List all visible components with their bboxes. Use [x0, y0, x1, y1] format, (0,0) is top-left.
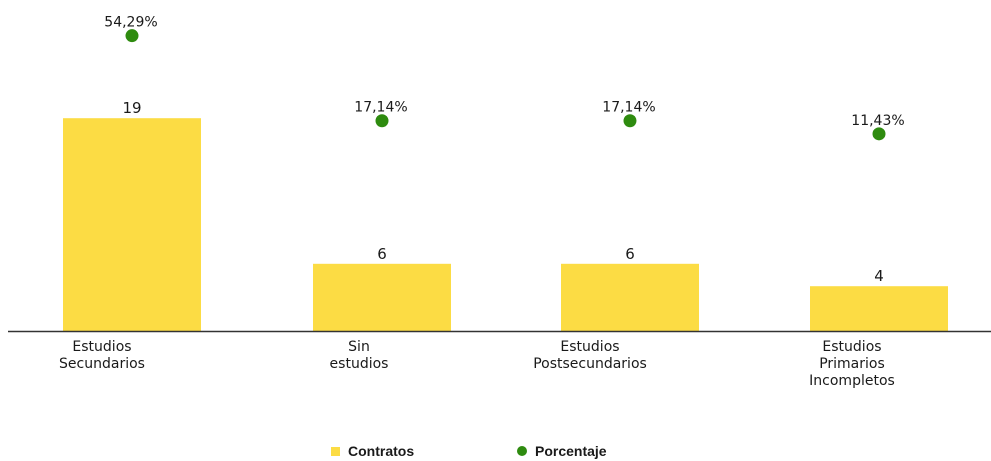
legend-label-porcentaje: Porcentaje	[535, 443, 607, 459]
legend-item-contratos: Contratos	[331, 443, 414, 459]
bar-value-label-2: 6	[625, 245, 635, 263]
legend: Contratos Porcentaje	[0, 441, 991, 461]
point-porcentaje-3	[872, 127, 886, 141]
point-value-label-1: 17,14%	[354, 100, 407, 116]
point-porcentaje-1	[375, 114, 389, 128]
point-porcentaje-0	[125, 29, 139, 43]
point-value-label-2: 17,14%	[602, 100, 655, 116]
legend-swatch-contratos	[331, 446, 340, 456]
point-porcentaje-2	[623, 114, 637, 128]
legend-item-porcentaje: Porcentaje	[517, 443, 607, 459]
category-label-0: Estudios Secundarios	[59, 339, 145, 372]
legend-swatch-porcentaje	[517, 446, 527, 456]
category-label-1: Sin estudios	[329, 339, 389, 372]
bar-contratos-0	[63, 118, 201, 331]
bar-contratos-3	[810, 286, 948, 331]
legend-label-contratos: Contratos	[348, 443, 415, 459]
bar-value-label-3: 4	[874, 267, 884, 285]
category-label-3: Estudios Primarios Incompletos	[809, 339, 895, 389]
category-label-2: Estudios Postsecundarios	[533, 339, 647, 372]
point-value-label-0: 54,29%	[104, 15, 157, 31]
bar-value-label-0: 19	[122, 99, 141, 117]
bar-contratos-1	[313, 263, 451, 331]
bar-contratos-2	[561, 263, 699, 331]
point-value-label-3: 11,43%	[851, 113, 904, 129]
bar-value-label-1: 6	[377, 245, 387, 263]
